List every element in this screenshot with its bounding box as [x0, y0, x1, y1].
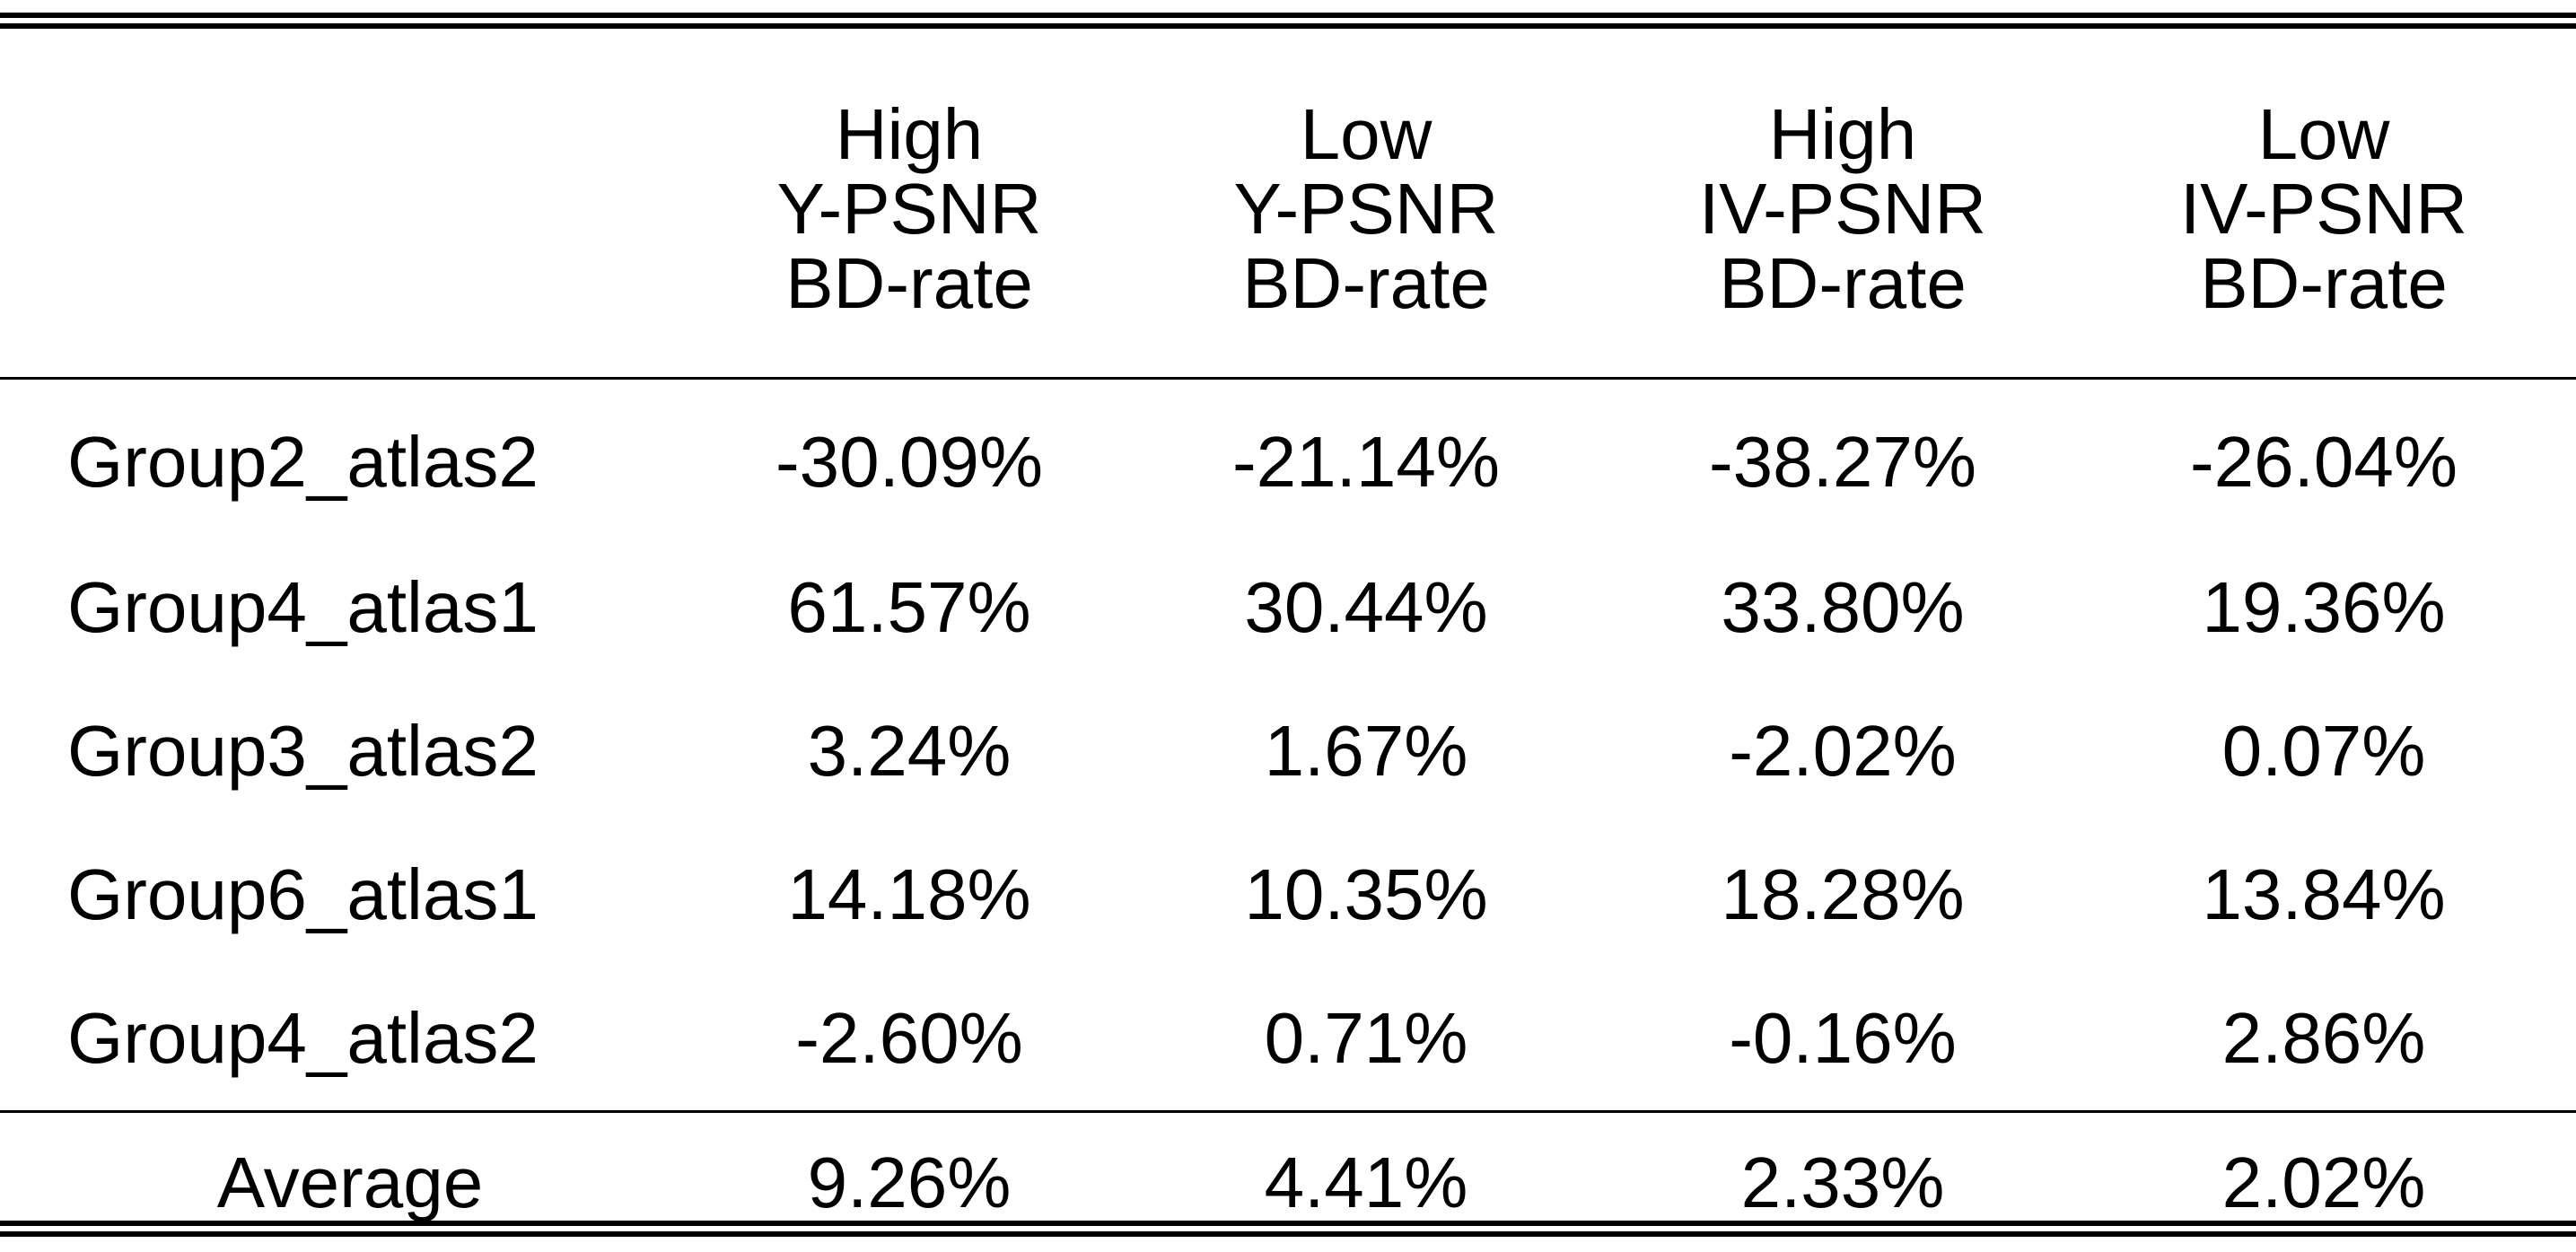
header-line: Low	[1118, 97, 1614, 171]
row-label: Group4_atlas2	[0, 967, 700, 1112]
header-corner-cell	[0, 29, 700, 379]
table-cell: 0.07%	[2072, 679, 2576, 823]
table-cell: -30.09%	[700, 379, 1118, 537]
table-cell: 30.44%	[1118, 536, 1614, 679]
table-cell: -26.04%	[2072, 379, 2576, 537]
header-line: BD-rate	[2072, 246, 2576, 320]
header-line: BD-rate	[700, 246, 1118, 320]
table-cell: 3.24%	[700, 679, 1118, 823]
table-cell: 13.84%	[2072, 823, 2576, 967]
header-cell-high-iv-psnr: High IV-PSNR BD-rate	[1614, 29, 2072, 379]
row-label: Group2_atlas2	[0, 379, 700, 537]
header-line: IV-PSNR	[1614, 171, 2072, 246]
table-row: Group4_atlas2 -2.60% 0.71% -0.16% 2.86%	[0, 967, 2576, 1112]
header-line: Y-PSNR	[700, 171, 1118, 246]
table-row: Group3_atlas2 3.24% 1.67% -2.02% 0.07%	[0, 679, 2576, 823]
header-line: High	[700, 97, 1118, 171]
header-line: IV-PSNR	[2072, 171, 2576, 246]
header-line: Low	[2072, 97, 2576, 171]
table-cell: 10.35%	[1118, 823, 1614, 967]
row-label: Group4_atlas1	[0, 536, 700, 679]
bd-rate-table: High Y-PSNR BD-rate Low Y-PSNR BD-rate H…	[0, 29, 2576, 1252]
table-cell: -0.16%	[1614, 967, 2072, 1112]
header-cell-high-y-psnr: High Y-PSNR BD-rate	[700, 29, 1118, 379]
table-cell: -2.60%	[700, 967, 1118, 1112]
header-line: High	[1614, 97, 2072, 171]
bottom-double-rule	[0, 1221, 2576, 1237]
header-line: Y-PSNR	[1118, 171, 1614, 246]
table-row: Group6_atlas1 14.18% 10.35% 18.28% 13.84…	[0, 823, 2576, 967]
header-cell-low-iv-psnr: Low IV-PSNR BD-rate	[2072, 29, 2576, 379]
header-cell-low-y-psnr: Low Y-PSNR BD-rate	[1118, 29, 1614, 379]
header-line: BD-rate	[1118, 246, 1614, 320]
table-cell: -21.14%	[1118, 379, 1614, 537]
header-line: BD-rate	[1614, 246, 2072, 320]
table-cell: 61.57%	[700, 536, 1118, 679]
table-cell: 1.67%	[1118, 679, 1614, 823]
table-cell: -2.02%	[1614, 679, 2072, 823]
table-cell: 33.80%	[1614, 536, 2072, 679]
table-row: Group2_atlas2 -30.09% -21.14% -38.27% -2…	[0, 379, 2576, 537]
row-label: Group6_atlas1	[0, 823, 700, 967]
table-cell: 0.71%	[1118, 967, 1614, 1112]
header-row: High Y-PSNR BD-rate Low Y-PSNR BD-rate H…	[0, 29, 2576, 379]
table-row: Group4_atlas1 61.57% 30.44% 33.80% 19.36…	[0, 536, 2576, 679]
row-label: Group3_atlas2	[0, 679, 700, 823]
table-cell: 2.86%	[2072, 967, 2576, 1112]
table-cell: -38.27%	[1614, 379, 2072, 537]
table-cell: 14.18%	[700, 823, 1118, 967]
table-cell: 18.28%	[1614, 823, 2072, 967]
table-cell: 19.36%	[2072, 536, 2576, 679]
